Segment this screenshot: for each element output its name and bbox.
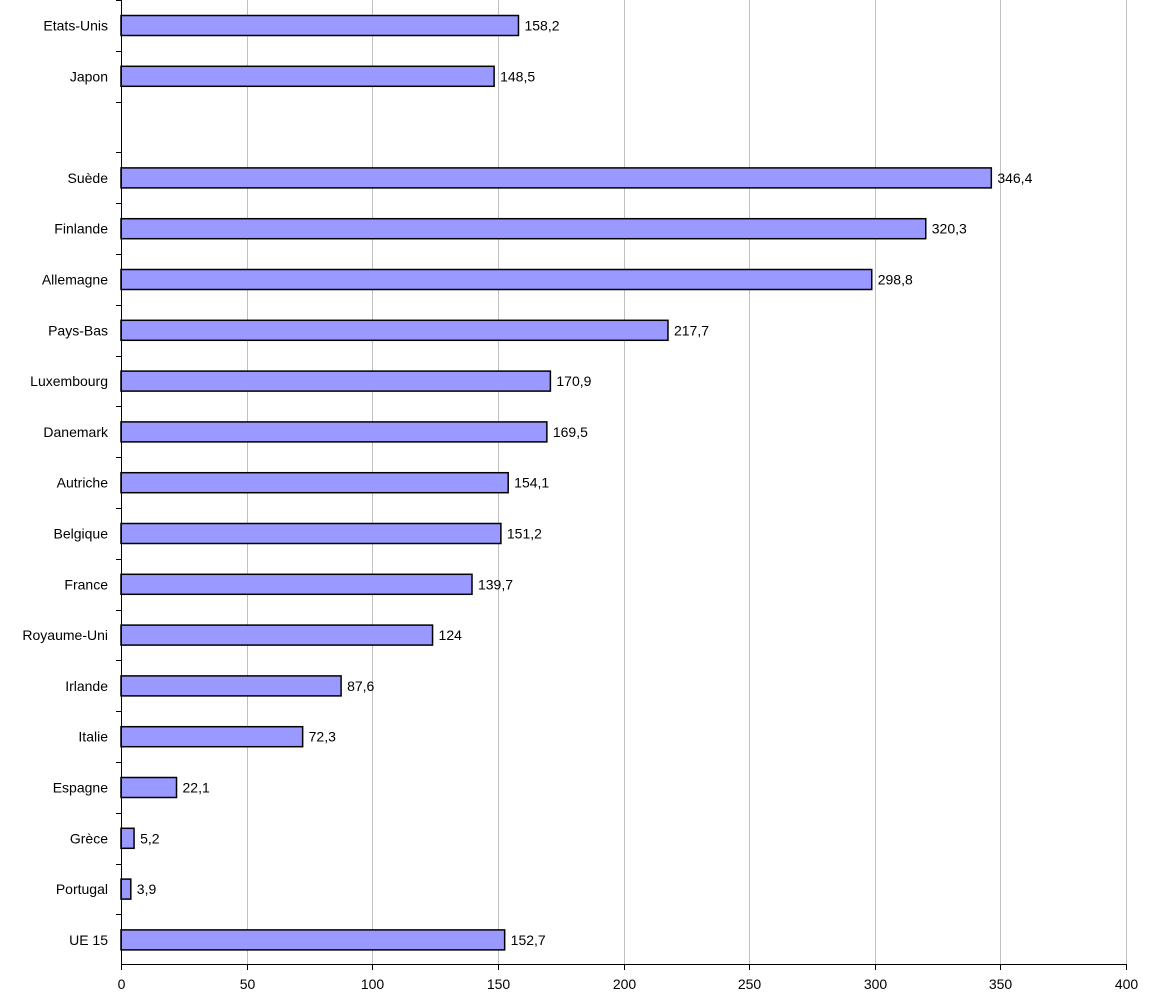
data-label: 152,7 [511,932,546,948]
data-label: 139,7 [478,576,513,592]
bars [120,14,993,951]
x-tick-label: 150 [487,976,511,992]
bar [120,675,342,697]
category-label: Royaume-Uni [22,627,108,643]
category-label: UE 15 [69,932,108,948]
data-label: 124 [439,627,463,643]
bar [120,878,132,900]
data-label: 22,1 [183,780,210,796]
labels: 158,2 Etats-Unis 148,5 Japon 346,4 Suède 320,3… [22,18,1138,993]
data-label: 217,7 [674,322,709,338]
data-label: 154,1 [514,475,549,491]
bar [120,319,669,342]
bar [120,929,506,951]
bar [120,370,552,392]
data-label: 151,2 [507,526,542,542]
category-label: Espagne [53,780,108,796]
data-label: 148,5 [500,68,535,84]
category-label: Portugal [56,881,108,897]
bar [120,421,548,443]
x-tick-label: 100 [361,976,385,992]
category-label: Etats-Unis [43,18,108,34]
x-tick-label: 50 [240,976,256,992]
category-label: Pays-Bas [48,322,108,338]
data-label: 169,5 [553,424,588,440]
bar [120,725,304,748]
x-tick-label: 0 [118,976,126,992]
data-label: 3,9 [137,881,157,897]
category-label: Irlande [65,678,108,694]
bar [120,573,473,596]
x-tick-label: 350 [989,976,1013,992]
category-label: France [64,576,108,592]
bar [120,624,434,646]
axes [116,0,1127,970]
bar [120,471,509,494]
x-tick-label: 400 [1115,976,1139,992]
data-label: 72,3 [309,729,336,745]
data-label: 170,9 [556,373,591,389]
bar [120,14,520,37]
data-label: 320,3 [932,221,967,237]
x-tick-label: 300 [864,976,888,992]
category-label: Belgique [54,526,109,542]
category-label: Japon [70,68,108,84]
data-label: 346,4 [997,170,1032,186]
category-label: Finlande [54,221,108,237]
category-label: Luxembourg [30,373,108,389]
bar [120,268,873,291]
category-label: Allemagne [42,272,108,288]
bar [120,217,927,240]
bar [120,522,502,545]
bar [120,167,993,189]
data-label: 87,6 [347,678,374,694]
bar [120,65,495,88]
category-label: Autriche [57,475,109,491]
bar [120,827,135,850]
bar [120,776,178,799]
x-tick-label: 250 [738,976,762,992]
category-label: Suède [68,170,109,186]
category-label: Danemark [43,424,109,440]
x-tick-label: 200 [613,976,637,992]
data-label: 298,8 [878,272,913,288]
category-label: Grèce [70,830,108,846]
data-label: 5,2 [140,830,160,846]
data-label: 158,2 [524,18,559,34]
category-label: Italie [78,729,108,745]
